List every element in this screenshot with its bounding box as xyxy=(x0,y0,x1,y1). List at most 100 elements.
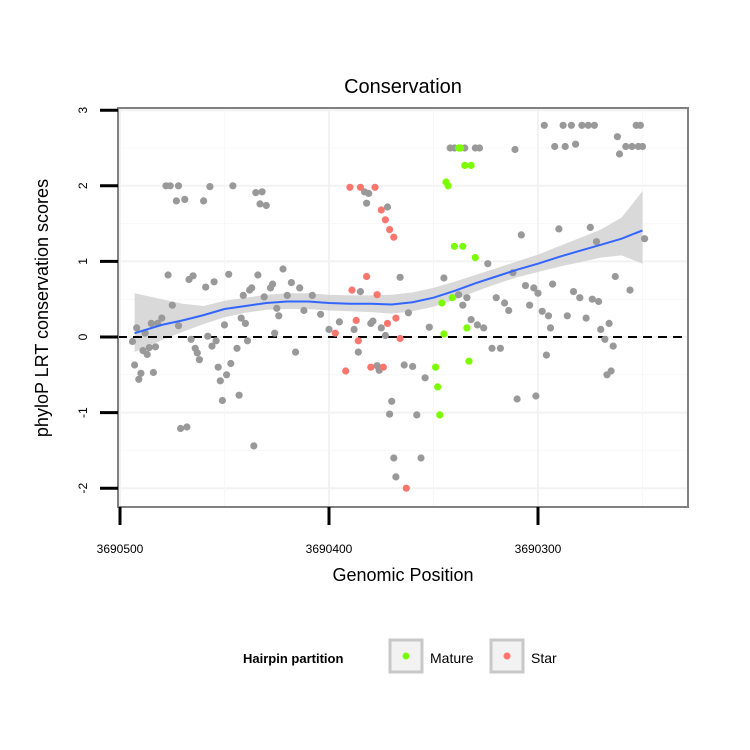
legend-title: Hairpin partition xyxy=(243,651,343,666)
point-other xyxy=(243,337,252,345)
point-other xyxy=(425,323,433,331)
point-other xyxy=(235,391,243,399)
point-other xyxy=(409,362,417,371)
point-other xyxy=(595,297,603,306)
point-other xyxy=(335,318,343,326)
point-other xyxy=(584,121,592,129)
point-other xyxy=(549,280,557,288)
point-other xyxy=(172,197,180,205)
point-other xyxy=(269,280,277,288)
point-star xyxy=(396,334,404,343)
point-mature xyxy=(440,330,448,338)
point-other xyxy=(511,145,519,154)
point-other xyxy=(177,424,185,433)
point-star xyxy=(386,226,394,234)
point-star xyxy=(367,363,375,371)
point-star xyxy=(383,319,392,327)
point-other xyxy=(388,397,396,405)
y-tick-label: 1 xyxy=(76,258,90,265)
point-other xyxy=(262,201,270,210)
point-other xyxy=(181,195,189,203)
point-other xyxy=(248,284,256,292)
point-other xyxy=(561,142,569,151)
point-other xyxy=(195,356,203,364)
point-other xyxy=(521,282,530,290)
point-other xyxy=(400,361,408,369)
point-mature xyxy=(434,383,442,391)
point-other xyxy=(300,306,308,315)
point-other xyxy=(559,121,567,129)
point-mature xyxy=(459,242,467,250)
point-other xyxy=(601,335,609,343)
point-other xyxy=(578,121,586,129)
point-mature xyxy=(448,294,456,302)
point-other xyxy=(356,288,364,296)
point-other xyxy=(383,203,392,211)
point-other xyxy=(260,293,268,301)
point-star xyxy=(371,183,379,191)
point-other xyxy=(569,288,578,296)
point-star xyxy=(363,272,371,281)
point-other xyxy=(390,454,398,462)
point-other xyxy=(377,324,385,332)
point-star xyxy=(381,216,389,224)
point-other xyxy=(638,142,647,151)
point-other xyxy=(505,306,513,315)
point-other xyxy=(365,189,373,197)
point-star xyxy=(392,314,400,322)
y-axis-title: phyloP LRT conservation scores xyxy=(32,179,52,437)
point-other xyxy=(563,312,571,320)
point-other xyxy=(381,331,389,340)
point-star xyxy=(348,286,356,294)
point-other xyxy=(145,344,153,352)
legend-item-mature: Mature xyxy=(388,638,474,674)
point-other xyxy=(166,182,174,190)
point-other xyxy=(241,319,249,327)
point-other xyxy=(582,314,590,322)
points-layer xyxy=(128,121,649,492)
point-other xyxy=(404,309,412,317)
point-other xyxy=(227,359,235,368)
point-other xyxy=(492,294,500,302)
point-other xyxy=(206,183,214,191)
point-other xyxy=(308,291,316,299)
point-other xyxy=(544,312,553,320)
point-other xyxy=(273,304,281,312)
point-star xyxy=(352,316,360,324)
point-other xyxy=(551,142,559,151)
point-other xyxy=(636,121,645,129)
point-other xyxy=(501,299,509,307)
point-other xyxy=(538,307,546,315)
point-other xyxy=(325,325,333,333)
point-other xyxy=(233,344,241,352)
point-other xyxy=(212,337,220,345)
point-star xyxy=(354,337,362,345)
point-star xyxy=(377,206,385,214)
point-mature xyxy=(465,357,473,365)
point-other xyxy=(275,312,283,320)
point-other xyxy=(220,321,229,329)
point-other xyxy=(417,454,425,462)
point-other xyxy=(292,348,300,356)
point-other xyxy=(271,329,279,337)
point-other xyxy=(193,349,201,357)
point-other xyxy=(496,344,504,352)
point-other xyxy=(174,182,183,190)
point-other xyxy=(229,182,237,190)
point-other xyxy=(421,374,429,382)
point-other xyxy=(534,289,542,297)
chart-title: Conservation xyxy=(344,76,462,98)
point-other xyxy=(135,375,143,383)
point-other xyxy=(131,361,139,369)
point-other xyxy=(586,223,594,231)
point-other xyxy=(239,291,247,299)
point-other xyxy=(526,301,534,309)
x-tick-label: 3690400 xyxy=(306,542,353,556)
point-other xyxy=(237,314,245,322)
point-other xyxy=(350,325,358,333)
point-other xyxy=(252,189,260,197)
point-other xyxy=(613,133,622,141)
point-star xyxy=(346,183,354,191)
point-other xyxy=(513,395,521,403)
point-other xyxy=(592,238,601,246)
